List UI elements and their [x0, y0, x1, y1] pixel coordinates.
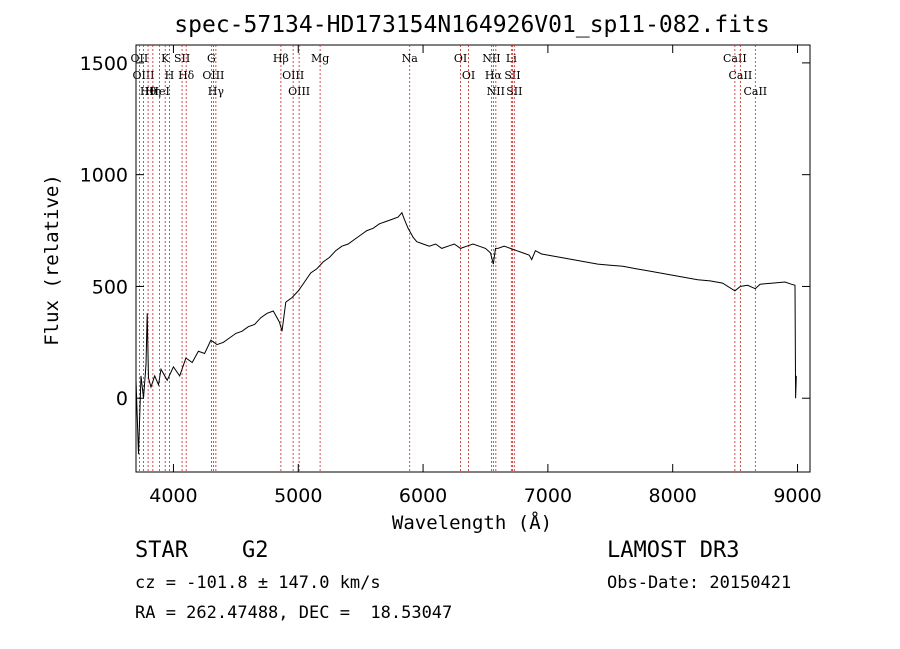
line-marker-label: SII	[174, 52, 190, 65]
line-marker-label: Na	[402, 52, 419, 65]
y-tick-label: 1500	[80, 53, 128, 75]
x-tick-label: 5000	[274, 485, 322, 507]
line-marker-label: NII	[487, 85, 505, 98]
object-subclass: G2	[242, 538, 269, 563]
line-marker-label: CaII	[743, 85, 767, 98]
line-marker-label: Hδ	[178, 69, 195, 82]
line-marker-label: K	[161, 52, 170, 65]
observation-date: Obs-Date: 20150421	[607, 573, 792, 593]
spectral-line-markers: OIIOIIIHθHηHeIKHSIIHδGOIIIHγHβOIIIOIIIMg…	[131, 45, 767, 472]
line-marker-label: CaII	[723, 52, 747, 65]
line-marker-label: SII	[506, 85, 522, 98]
x-tick-label: 9000	[773, 485, 821, 507]
line-marker-label: OIII	[202, 69, 224, 82]
x-tick-label: 4000	[149, 485, 197, 507]
line-marker-label: OI	[462, 69, 475, 82]
line-marker-label: OIII	[288, 85, 310, 98]
line-marker-label: Hα	[485, 69, 503, 82]
line-marker-label: Hβ	[273, 52, 289, 65]
line-marker-label: G	[207, 52, 216, 65]
x-tick-label: 8000	[649, 485, 697, 507]
line-marker-label: H	[165, 69, 175, 82]
line-marker-label: Hθ	[140, 85, 157, 98]
y-tick-label: 500	[92, 276, 128, 298]
line-marker-label: Hη	[145, 85, 161, 98]
y-tick-label: 1000	[80, 165, 128, 187]
flux-series-line	[135, 211, 797, 455]
plot-frame	[135, 44, 811, 473]
line-marker-label: OIII	[132, 69, 154, 82]
x-tick-label: 6000	[399, 485, 447, 507]
y-axis-label: Flux (relative)	[41, 174, 63, 346]
object-class: STAR	[135, 538, 188, 563]
line-marker-label: NII	[482, 52, 500, 65]
line-marker-label: OI	[454, 52, 467, 65]
ra-dec: RA = 262.47488, DEC = 18.53047	[135, 603, 453, 623]
redshift-cz: cz = -101.8 ± 147.0 km/s	[135, 573, 381, 593]
survey-name: LAMOST DR3	[607, 538, 740, 563]
x-tick-label: 7000	[524, 485, 572, 507]
y-tick-label: 0	[116, 388, 128, 410]
axis-ticks: 4000 5000 6000 7000 8000 9000 0 500 1000 1500	[80, 45, 822, 507]
line-marker-label: Hγ	[208, 85, 225, 98]
line-marker-label: HeI	[149, 85, 169, 98]
chart-title: spec-57134-HD173154N164926V01_sp11-082.f…	[174, 12, 769, 38]
line-marker-label: Mg	[311, 52, 329, 65]
line-marker-label: CaII	[729, 69, 753, 82]
line-marker-label: Li	[506, 52, 517, 65]
x-axis-label: Wavelength (Å)	[392, 511, 552, 534]
line-marker-label: OIII	[282, 69, 304, 82]
line-marker-label: SII	[504, 69, 520, 82]
